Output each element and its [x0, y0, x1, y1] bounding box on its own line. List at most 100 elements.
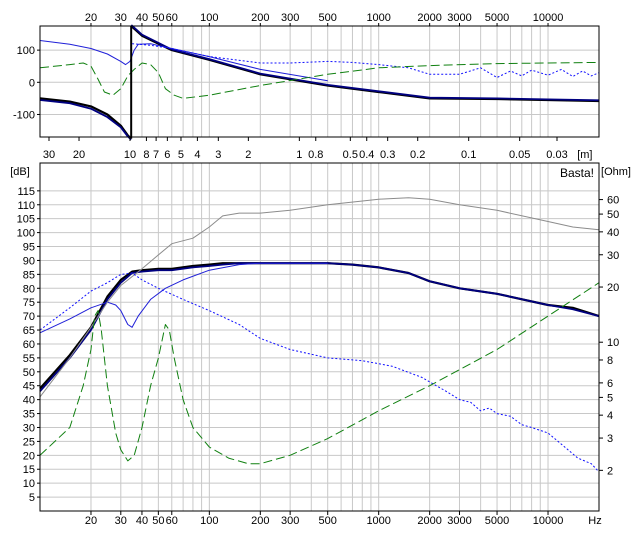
ohm-tick-label: 10	[607, 337, 619, 349]
series-phase_navy	[39, 99, 132, 141]
frequency-tick-label: 5000	[485, 515, 509, 527]
phase-top-tick-label: 2000	[417, 12, 441, 24]
series-phase_navy	[130, 24, 600, 102]
distance-tick-label: 7	[153, 149, 159, 161]
spl-y-tick-label: 20	[23, 450, 35, 462]
frequency-tick-label: 3000	[447, 515, 471, 527]
spl-y-tick-label: 50	[23, 367, 35, 379]
series-spl_navy	[39, 262, 600, 392]
ohm-tick-label: 2	[607, 465, 613, 477]
frequency-tick-label: 30	[115, 515, 127, 527]
series-spl_blue_thin	[39, 262, 328, 334]
spl-y-tick-label: 10	[23, 478, 35, 490]
distance-tick-label: 1	[296, 149, 302, 161]
phase-top-tick-label: 40	[136, 12, 148, 24]
spl-y-tick-label: 70	[23, 311, 35, 323]
spl-y-tick-label: 80	[23, 283, 35, 295]
distance-axis-ticks: 30 20 10 8 7 6 5 4 3 2 1 0.8 0.5 0.4 0.3 0.2 0.1 0.05 0.03…	[43, 137, 592, 161]
spl-panel: 5101520253035404550556065707580859095100…	[10, 162, 631, 527]
ohm-tick-label: 3	[607, 433, 613, 445]
distance-tick-label: 8	[143, 149, 149, 161]
phase-top-tick-label: 30	[115, 12, 127, 24]
frequency-tick-label: 40	[136, 515, 148, 527]
ohm-tick-label: 6	[607, 378, 613, 390]
phase-top-tick-label: 1000	[366, 12, 390, 24]
frequency-tick-label: 500	[319, 515, 337, 527]
phase-top-tick-label: 500	[319, 12, 337, 24]
frequency-tick-label: 100	[200, 515, 218, 527]
spl-y-tick-label: 95	[23, 242, 35, 254]
distance-tick-label: [m]	[577, 149, 592, 161]
distance-tick-label: 0.2	[410, 149, 425, 161]
phase-top-tick-label: 5000	[485, 12, 509, 24]
phase-top-tick-label: 200	[251, 12, 269, 24]
spl-grid	[40, 163, 599, 511]
phase-series	[39, 24, 600, 141]
series-impedance_dashed_green	[39, 282, 600, 465]
ohm-tick-label: 60	[607, 195, 619, 207]
spl-y-tick-label: 5	[29, 492, 35, 504]
spl-y-tick-label: 15	[23, 464, 35, 476]
spl-axis-unit-label: [dB]	[10, 166, 30, 178]
spl-y-tick-label: 85	[23, 269, 35, 281]
distance-tick-label: 20	[73, 149, 85, 161]
spl-y-tick-label: 100	[17, 228, 35, 240]
spl-y-tick-label: 110	[17, 200, 35, 212]
distance-tick-label: 3	[215, 149, 221, 161]
ohm-tick-label: 4	[607, 410, 613, 422]
phase-top-tick-label: 20	[85, 12, 97, 24]
spl-y-tick-label: 115	[17, 186, 35, 198]
ohm-tick-label: 5	[607, 392, 613, 404]
ohm-tick-label: 20	[607, 282, 619, 294]
ohm-tick-label: 8	[607, 355, 613, 367]
phase-top-tick-label: 50	[152, 12, 164, 24]
frequency-tick-label: 2000	[417, 515, 441, 527]
frequency-tick-label: 200	[251, 515, 269, 527]
phase-y-tick-label: 0	[29, 77, 35, 89]
phase-y-tick-label: 100	[17, 45, 35, 57]
distance-tick-label: 0.1	[461, 149, 476, 161]
distance-tick-label: 0.8	[308, 149, 323, 161]
frequency-tick-label: 1000	[366, 515, 390, 527]
distance-tick-label: 10	[124, 149, 136, 161]
frequency-axis-ticks: 20 30 40 50 60 100 200 300 500 1000 2000 3000 5000 10…	[85, 511, 563, 527]
phase-top-axis-ticks: 20 30 40 50 60 100 200 300 500 1000 2000 3000 5000 10…	[85, 12, 563, 26]
spl-y-tick-label: 60	[23, 339, 35, 351]
spl-y-tick-label: 105	[17, 214, 35, 226]
series-phase_dashed_green	[39, 61, 600, 99]
watermark-label: Basta!	[560, 166, 594, 180]
phase-grid	[40, 26, 599, 137]
ohm-axis-unit-label: [Ohm]	[601, 166, 631, 178]
frequency-tick-label: 60	[166, 515, 178, 527]
distance-tick-label: 0.4	[359, 149, 374, 161]
spl-y-tick-label: 65	[23, 325, 35, 337]
spl-y-tick-label: 35	[23, 409, 35, 421]
spl-y-tick-label: 75	[23, 297, 35, 309]
distance-tick-label: 4	[194, 149, 200, 161]
ohm-axis-ticks: 2 3 4 5 6 8 10 20 30 40 50 60	[599, 195, 619, 477]
spl-y-tick-label: 25	[23, 436, 35, 448]
distance-tick-label: 0.5	[343, 149, 358, 161]
distance-tick-label: 30	[43, 149, 55, 161]
phase-y-axis-ticks: 100 0 -100	[13, 45, 40, 121]
series-phase_dotted	[132, 43, 600, 78]
frequency-tick-label: 50	[152, 515, 164, 527]
phase-top-tick-label: 10000	[533, 12, 564, 24]
ohm-tick-label: 40	[607, 227, 619, 239]
spl-series	[39, 197, 600, 473]
phase-y-tick-label: -100	[13, 109, 35, 121]
distance-tick-label: 5	[178, 149, 184, 161]
phase-top-tick-label: 60	[166, 12, 178, 24]
frequency-tick-label: 300	[281, 515, 299, 527]
ohm-tick-label: 30	[607, 250, 619, 262]
phase-top-tick-label: 100	[200, 12, 218, 24]
phase-panel: 20 30 40 50 60 100 200 300 500 1000 2000 3000 5000 10…	[13, 12, 600, 161]
spl-y-tick-label: 40	[23, 395, 35, 407]
distance-tick-label: 6	[164, 149, 170, 161]
distance-tick-label: 2	[245, 149, 251, 161]
phase-plot-frame	[39, 25, 600, 138]
phase-top-tick-label: 3000	[447, 12, 471, 24]
